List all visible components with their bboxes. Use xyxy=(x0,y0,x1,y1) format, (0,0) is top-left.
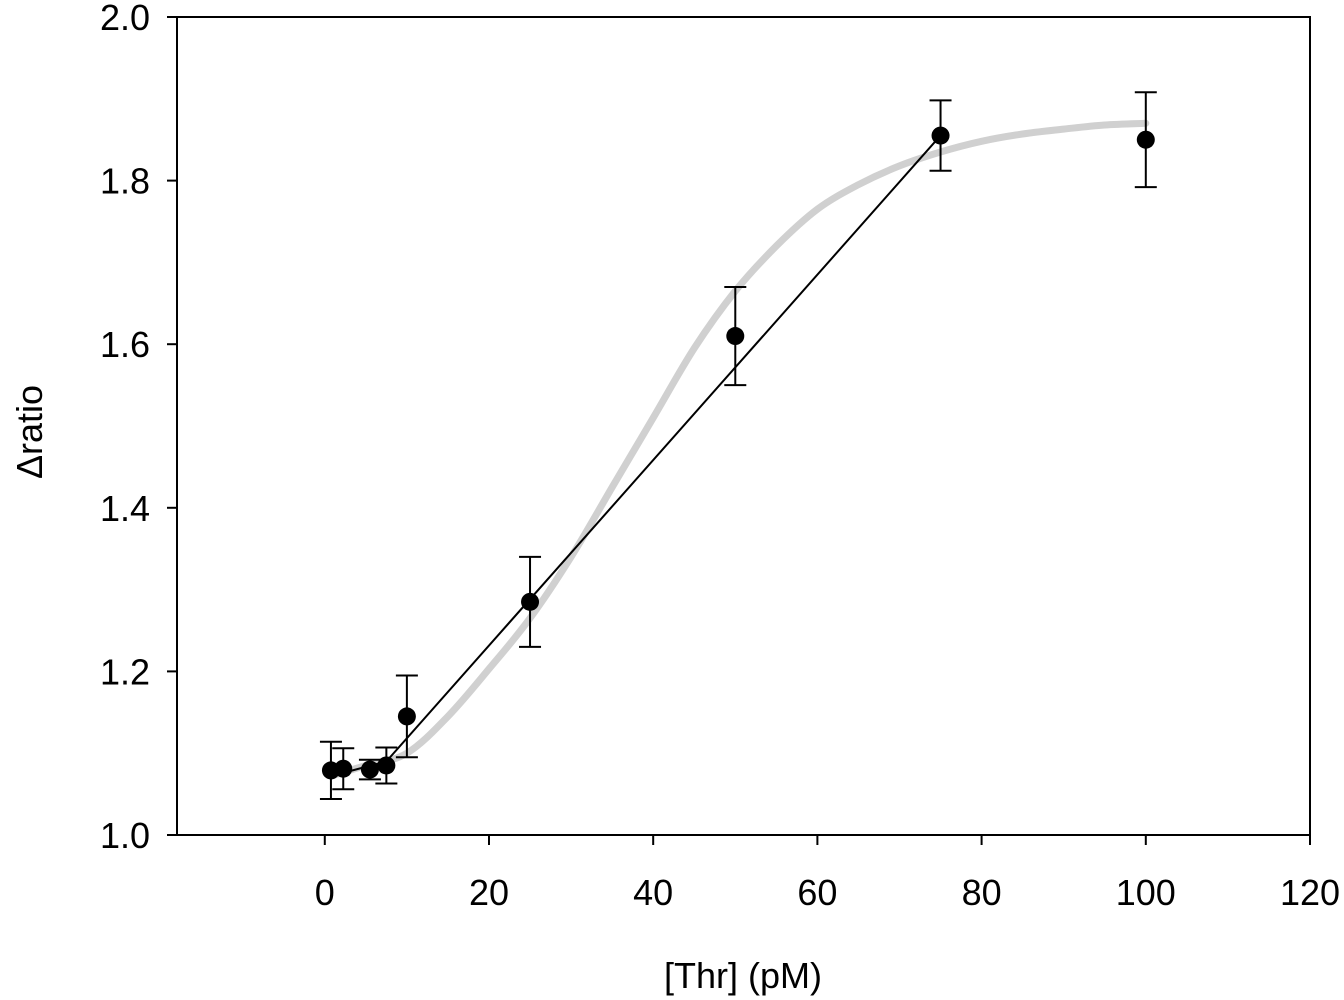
line-layer xyxy=(330,134,942,778)
fit-curve-layer xyxy=(327,119,1150,780)
data-point xyxy=(931,126,950,145)
connecting-line xyxy=(330,134,942,778)
x-tick-label: 100 xyxy=(1116,872,1176,913)
y-tick-label: 1.0 xyxy=(100,815,150,856)
y-axis-title: Δratio xyxy=(9,385,50,479)
y-tick-label: 1.2 xyxy=(100,651,150,692)
y-tick-label: 2.0 xyxy=(100,0,150,38)
x-tick-label: 60 xyxy=(797,872,837,913)
y-axis: 1.0 1.2 1.4 1.6 1.8 2.0 xyxy=(100,0,177,856)
points-layer xyxy=(321,126,1155,780)
fit-curve xyxy=(327,119,1150,780)
data-point xyxy=(360,760,379,779)
x-tick-label: 20 xyxy=(469,872,509,913)
data-point xyxy=(397,707,416,726)
data-point xyxy=(521,592,540,611)
plot-frame xyxy=(176,16,1311,836)
x-axis-title: [Thr] (pM) xyxy=(664,955,822,996)
data-point xyxy=(334,759,353,778)
data-point xyxy=(1136,130,1155,149)
y-tick-label: 1.6 xyxy=(100,324,150,365)
x-axis: 0 20 40 60 80 100 120 xyxy=(315,835,1340,913)
x-tick-label: 0 xyxy=(315,872,335,913)
error-bars-layer xyxy=(319,91,1157,801)
y-tick-label: 1.8 xyxy=(100,161,150,202)
data-point xyxy=(377,756,396,775)
x-tick-label: 120 xyxy=(1280,872,1340,913)
y-tick-label: 1.4 xyxy=(100,488,150,529)
data-point xyxy=(726,327,745,346)
x-tick-label: 40 xyxy=(633,872,673,913)
x-tick-label: 80 xyxy=(962,872,1002,913)
